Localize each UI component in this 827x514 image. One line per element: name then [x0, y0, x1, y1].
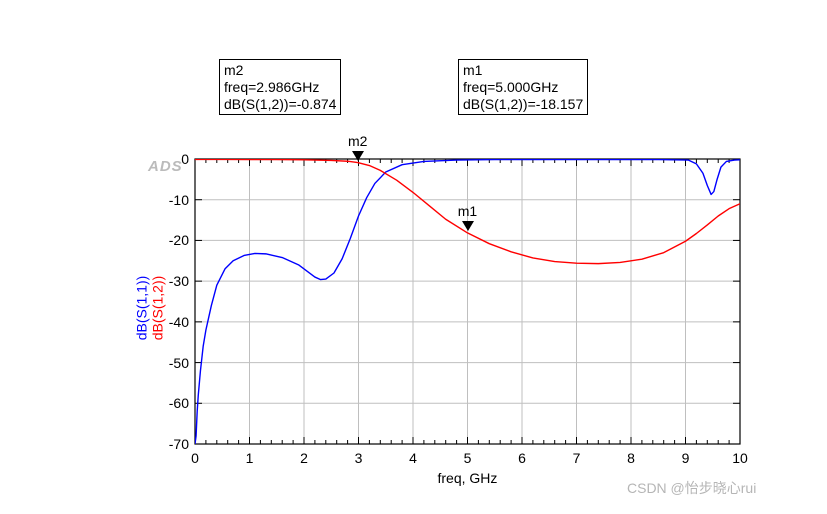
x-tick-label: 8 — [627, 450, 635, 466]
x-tick-label: 1 — [246, 450, 254, 466]
chart-container: ADS m2 freq=2.986GHz dB(S(1,2))=-0.874 m… — [0, 0, 827, 514]
y-tick-label: -50 — [165, 355, 189, 371]
x-tick-label: 0 — [191, 450, 199, 466]
y-tick-label: -30 — [165, 273, 189, 289]
x-tick-label: 4 — [409, 450, 417, 466]
plot-svg — [0, 0, 827, 514]
marker-triangle-m1 — [462, 221, 474, 231]
x-tick-label: 5 — [464, 450, 472, 466]
watermark: CSDN @怡步晓心rui — [627, 478, 756, 498]
marker-label-m2: m2 — [348, 133, 367, 149]
x-tick-label: 7 — [573, 450, 581, 466]
x-tick-label: 10 — [732, 450, 748, 466]
x-tick-label: 6 — [518, 450, 526, 466]
y-tick-label: 0 — [165, 151, 189, 167]
y-tick-label: -40 — [165, 314, 189, 330]
x-tick-label: 2 — [300, 450, 308, 466]
marker-label-m1: m1 — [458, 203, 477, 219]
x-tick-label: 3 — [355, 450, 363, 466]
y-tick-label: -60 — [165, 395, 189, 411]
y-tick-label: -10 — [165, 192, 189, 208]
y-tick-label: -70 — [165, 436, 189, 452]
marker-triangle-m2 — [352, 151, 364, 161]
y-tick-label: -20 — [165, 232, 189, 248]
x-tick-label: 9 — [682, 450, 690, 466]
